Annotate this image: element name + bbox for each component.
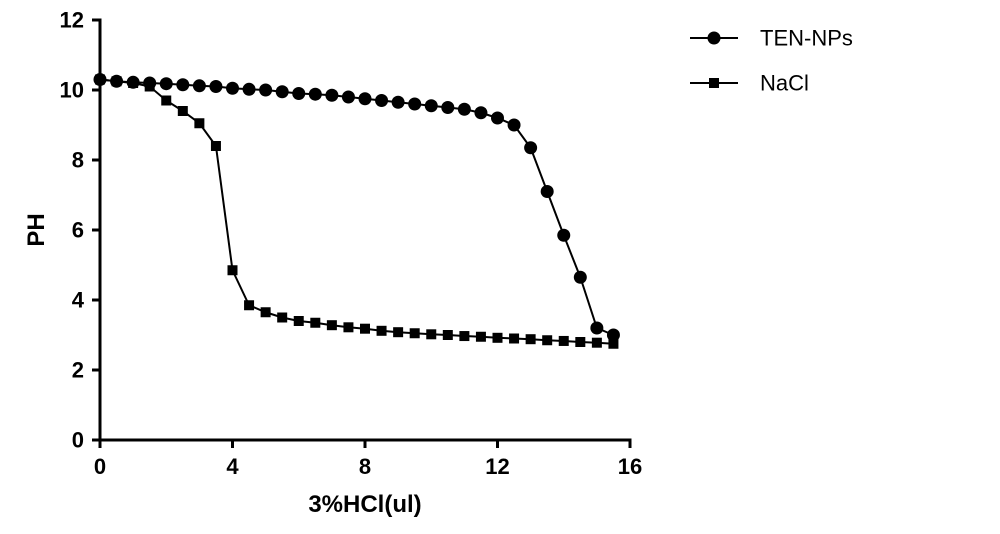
series-marker-square: [178, 106, 188, 116]
ph-titration-chart: 0 4 8 12 16 0 2 4 6 8 10 12 3%HCl(ul) PH TEN-NPs NaCl: [0, 0, 1000, 534]
x-tick-label: 0: [94, 454, 106, 479]
series-marker-square: [128, 78, 138, 88]
legend-label: NaCl: [760, 71, 809, 96]
series-marker-circle: [458, 103, 471, 116]
series-marker-square: [608, 339, 618, 349]
series-marker-square: [343, 322, 353, 332]
series-marker-square: [261, 307, 271, 317]
series-marker-square: [360, 324, 370, 334]
series-marker-circle: [209, 80, 222, 93]
series-marker-circle: [590, 322, 603, 335]
legend-marker-circle: [708, 32, 721, 45]
y-tick-label: 8: [72, 148, 84, 173]
series-marker-circle: [508, 119, 521, 132]
series-marker-circle: [259, 84, 272, 97]
series-marker-circle: [359, 92, 372, 105]
series-marker-circle: [375, 94, 388, 107]
x-tick-label: 12: [485, 454, 509, 479]
series-marker-circle: [491, 112, 504, 125]
series-marker-square: [592, 338, 602, 348]
y-tick-label: 2: [72, 358, 84, 383]
series-marker-square: [194, 118, 204, 128]
series-marker-circle: [309, 88, 322, 101]
series-marker-square: [410, 328, 420, 338]
series-marker-circle: [193, 79, 206, 92]
series-marker-square: [526, 334, 536, 344]
series-marker-circle: [574, 271, 587, 284]
series-marker-square: [575, 337, 585, 347]
series-marker-circle: [276, 85, 289, 98]
series-marker-square: [443, 330, 453, 340]
series-marker-square: [228, 265, 238, 275]
chart-svg: 0 4 8 12 16 0 2 4 6 8 10 12 3%HCl(ul) PH TEN-NPs NaCl: [0, 0, 1000, 534]
series-marker-circle: [342, 91, 355, 104]
series-marker-square: [559, 336, 569, 346]
x-axis-label: 3%HCl(ul): [308, 491, 421, 518]
series-marker-square: [493, 333, 503, 343]
x-tick-label: 16: [618, 454, 642, 479]
series-marker-square: [476, 332, 486, 342]
series-marker-circle: [325, 89, 338, 102]
x-tick-label: 4: [226, 454, 239, 479]
series-marker-circle: [176, 78, 189, 91]
y-tick-label: 10: [60, 78, 84, 103]
series-marker-circle: [292, 87, 305, 100]
series-marker-square: [426, 329, 436, 339]
series-marker-square: [542, 335, 552, 345]
series-marker-circle: [541, 185, 554, 198]
legend-marker-square: [709, 78, 719, 88]
series-marker-square: [145, 82, 155, 92]
series-marker-square: [211, 141, 221, 151]
series-marker-circle: [392, 96, 405, 109]
series-marker-circle: [524, 141, 537, 154]
series-marker-square: [310, 318, 320, 328]
x-tick-label: 8: [359, 454, 371, 479]
series-marker-square: [327, 320, 337, 330]
series-marker-square: [377, 326, 387, 336]
y-axis-label: PH: [23, 213, 50, 246]
series-marker-circle: [160, 77, 173, 90]
y-tick-label: 6: [72, 218, 84, 243]
series-marker-square: [294, 316, 304, 326]
series-marker-circle: [474, 106, 487, 119]
series-marker-circle: [226, 82, 239, 95]
legend-label: TEN-NPs: [760, 26, 853, 51]
series-marker-circle: [441, 101, 454, 114]
y-tick-label: 0: [72, 428, 84, 453]
series-marker-circle: [425, 99, 438, 112]
series-marker-circle: [557, 229, 570, 242]
series-marker-square: [277, 313, 287, 323]
series-marker-square: [459, 331, 469, 341]
y-tick-label: 12: [60, 8, 84, 33]
series-marker-square: [161, 96, 171, 106]
y-tick-label: 4: [72, 288, 85, 313]
series-marker-square: [244, 300, 254, 310]
series-marker-square: [112, 76, 122, 86]
series-marker-square: [509, 334, 519, 344]
series-marker-circle: [408, 98, 421, 111]
series-marker-square: [95, 75, 105, 85]
series-marker-circle: [243, 83, 256, 96]
series-marker-square: [393, 327, 403, 337]
